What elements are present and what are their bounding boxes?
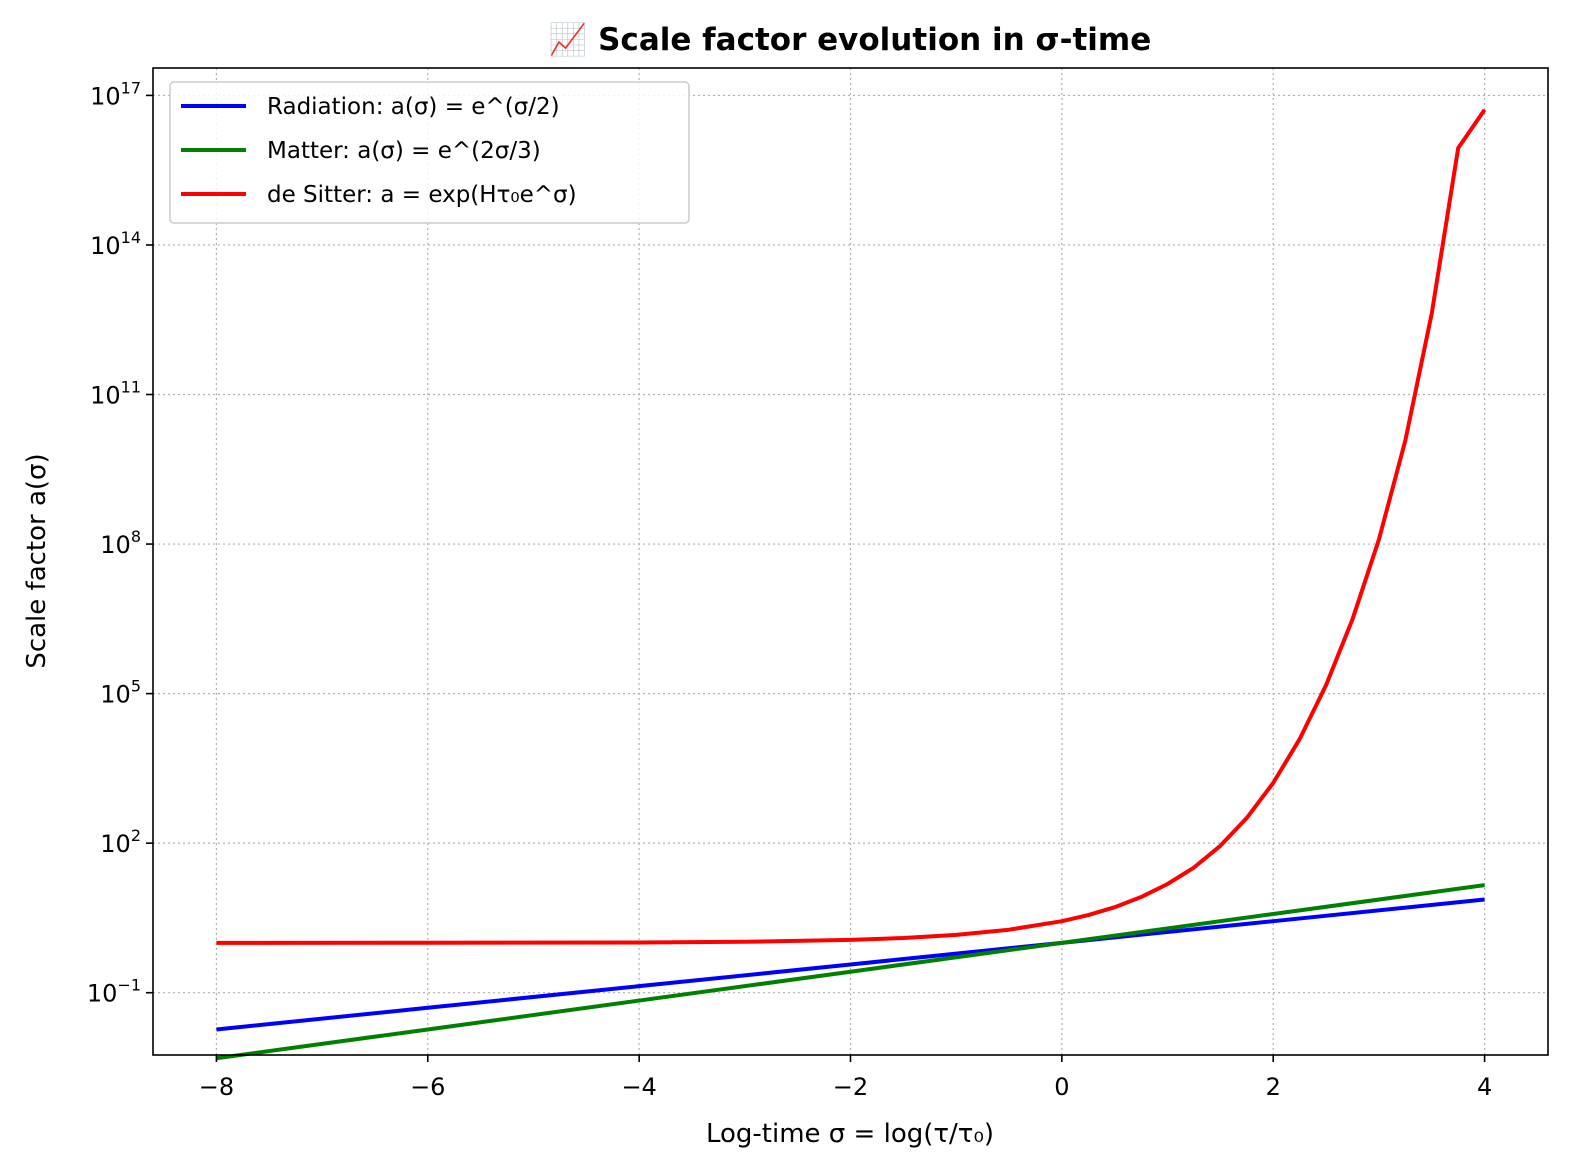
y-tick-label: 1011 (90, 378, 141, 410)
y-tick-exponent: 14 (121, 228, 141, 247)
series-line-2 (216, 108, 1487, 945)
y-tick-label: 108 (100, 527, 141, 559)
y-tick-base: 10 (90, 232, 121, 260)
x-tick-label: −4 (621, 1073, 656, 1101)
y-tick-base: 10 (100, 531, 131, 559)
x-tick-label: −8 (199, 1073, 234, 1101)
x-tick-label: 2 (1266, 1073, 1281, 1101)
series-layer (216, 108, 1487, 1061)
y-tick-base: 10 (100, 830, 131, 858)
y-tick-exponent: 8 (131, 527, 141, 546)
x-tick-label: −2 (833, 1073, 868, 1101)
y-tick-base: 10 (90, 382, 121, 410)
y-tick-label: 1014 (90, 228, 141, 260)
y-tick-label: 102 (100, 826, 141, 858)
legend-label: Radiation: a(σ) = e^(σ/2) (267, 94, 560, 120)
y-tick-base: 10 (90, 82, 121, 110)
y-tick-exponent: 11 (121, 378, 141, 397)
legend: Radiation: a(σ) = e^(σ/2) Matter: a(σ) = … (169, 81, 690, 224)
y-tick-exponent: 5 (131, 677, 141, 696)
series-line-1 (216, 883, 1485, 1061)
chart-title: 📈 Scale factor evolution in σ-time (549, 21, 1152, 58)
x-axis-label: Log-time σ = log(τ/τ₀) (706, 1119, 994, 1149)
y-tick-base: 10 (100, 681, 131, 709)
series-line-0 (216, 897, 1485, 1032)
legend-label: Matter: a(σ) = e^(2σ/3) (267, 138, 541, 164)
y-tick-base: 10 (87, 980, 118, 1008)
x-tick-label: 4 (1477, 1073, 1492, 1101)
legend-box (169, 81, 690, 224)
y-axis-label: Scale factor a(σ) (22, 453, 52, 668)
y-tick-label: 10−1 (87, 976, 141, 1008)
y-tick-exponent: 2 (131, 826, 141, 845)
x-tick-label: −6 (410, 1073, 445, 1101)
x-tick-label: 0 (1054, 1073, 1069, 1101)
y-tick-exponent: −1 (117, 976, 141, 995)
y-tick-label: 105 (100, 677, 141, 709)
y-tick-label: 1017 (90, 78, 141, 110)
legend-label: de Sitter: a = exp(Hτ₀e^σ) (267, 182, 577, 208)
y-tick-exponent: 17 (121, 78, 141, 97)
